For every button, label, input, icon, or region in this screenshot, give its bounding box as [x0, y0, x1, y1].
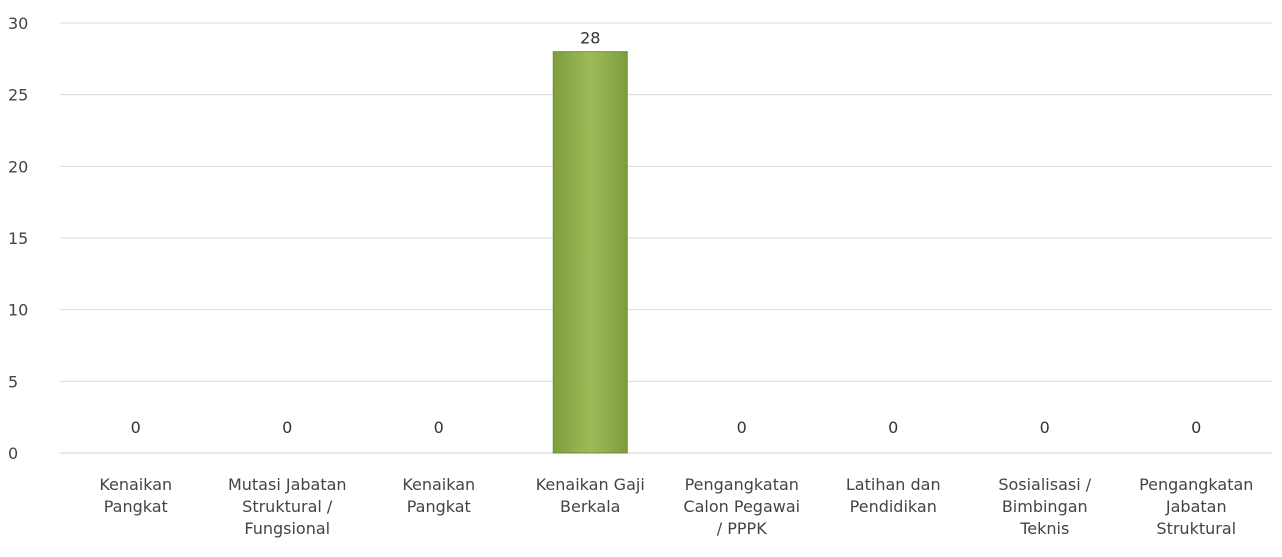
category-label-line: Pangkat	[407, 497, 471, 516]
data-label: 0	[282, 418, 292, 437]
category-label: Kenaikan Pangkat	[402, 475, 475, 516]
category-label-line: Teknis	[1019, 519, 1069, 538]
data-label: 0	[888, 418, 898, 437]
category-label: Sosialisasi / Bimbingan Teknis	[998, 475, 1091, 538]
data-label: 0	[1191, 418, 1201, 437]
category-label-line: Sosialisasi /	[998, 475, 1091, 494]
data-label: 0	[434, 418, 444, 437]
category-label-line: Kenaikan Gaji	[536, 475, 645, 494]
category-label: Mutasi Jabatan Struktural / Fungsional	[228, 475, 347, 538]
y-tick-label: 5	[8, 372, 18, 391]
category-label-line: Kenaikan	[99, 475, 172, 494]
data-label: 0	[1040, 418, 1050, 437]
category-labels: Kenaikan Pangkat Mutasi Jabatan Struktural …	[99, 475, 1253, 538]
bar	[552, 51, 628, 454]
category-label-line: Berkala	[560, 497, 620, 516]
category-label-line: Pendidikan	[850, 497, 937, 516]
y-tick-label: 20	[8, 157, 28, 176]
data-labels: 0 0 0 28 0 0 0 0	[131, 29, 1202, 437]
grid-lines	[60, 22, 1272, 454]
category-label: Pengangkatan Jabatan Struktural	[1139, 475, 1253, 538]
category-label-line: Bimbingan	[1002, 497, 1088, 516]
y-tick-label: 10	[8, 301, 28, 320]
category-label-line: Struktural /	[242, 497, 333, 516]
bars	[552, 51, 628, 454]
data-label: 28	[580, 29, 600, 48]
category-label: Pengangkatan Calon Pegawai / PPPK	[683, 475, 800, 538]
y-tick-label: 15	[8, 229, 28, 248]
category-label-line: Kenaikan	[402, 475, 475, 494]
category-label-line: Mutasi Jabatan	[228, 475, 347, 494]
category-label-line: Struktural	[1156, 519, 1236, 538]
y-tick-label: 0	[8, 444, 18, 463]
category-label-line: Calon Pegawai	[683, 497, 800, 516]
category-label-line: / PPPK	[717, 519, 767, 538]
category-label: Kenaikan Gaji Berkala	[536, 475, 645, 516]
category-label-line: Pengangkatan	[685, 475, 799, 494]
category-label-line: Pangkat	[104, 497, 168, 516]
category-label-line: Jabatan	[1165, 497, 1227, 516]
category-label-line: Fungsional	[244, 519, 330, 538]
y-tick-label: 25	[8, 86, 28, 105]
y-axis-ticks: 0 5 10 15 20 25 30	[8, 14, 28, 463]
data-label: 0	[737, 418, 747, 437]
y-tick-label: 30	[8, 14, 28, 33]
category-label-line: Pengangkatan	[1139, 475, 1253, 494]
category-label: Kenaikan Pangkat	[99, 475, 172, 516]
category-label-line: Latihan dan	[846, 475, 941, 494]
data-label: 0	[131, 418, 141, 437]
category-label: Latihan dan Pendidikan	[846, 475, 941, 516]
